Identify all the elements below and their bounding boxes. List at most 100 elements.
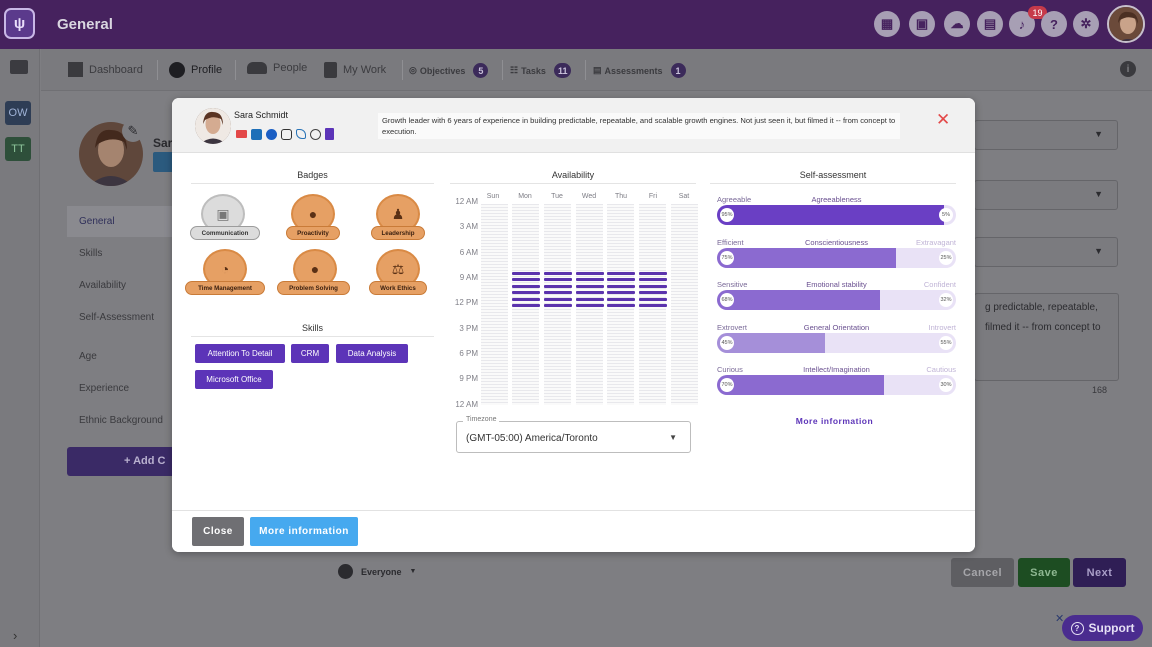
edit-pencil-icon[interactable]: ✎ xyxy=(122,120,144,142)
bg-sidebar-self-assessment[interactable]: Self-Assessment xyxy=(79,312,155,323)
badges-heading: Badges xyxy=(191,170,434,184)
next-button[interactable]: Next xyxy=(1073,558,1126,587)
chat-icon[interactable]: ▤ xyxy=(977,11,1003,37)
cloud-icon[interactable]: ☁ xyxy=(944,11,970,37)
badge-communication[interactable]: ▣ Communication xyxy=(190,194,260,246)
availability-column-sun[interactable] xyxy=(481,204,508,405)
close-icon[interactable]: ✕ xyxy=(936,110,951,129)
dismiss-support-icon[interactable]: ✕ xyxy=(1055,613,1065,625)
visibility-label: Everyone xyxy=(361,566,402,577)
cancel-button[interactable]: Cancel xyxy=(951,558,1014,587)
nav-dashboard-label: Dashboard xyxy=(89,63,143,76)
availability-slot xyxy=(639,297,667,301)
assessments-count: 1 xyxy=(670,63,686,78)
bg-select-1[interactable]: ▼ xyxy=(974,120,1118,150)
nav-objectives[interactable]: ◎ Objectives 5 xyxy=(409,63,489,78)
more-information-button[interactable]: More information xyxy=(250,517,358,546)
trait-name: Emotional stability xyxy=(806,280,867,289)
facebook-icon[interactable] xyxy=(266,128,277,140)
badge-problem-solving[interactable]: ● Problem Solving xyxy=(277,249,350,301)
more-information-link[interactable]: More information xyxy=(795,416,874,426)
workspace-tt[interactable]: TT xyxy=(5,137,31,161)
bg-sidebar-general[interactable]: General xyxy=(79,216,115,227)
skills-heading: Skills xyxy=(191,323,434,337)
dashboard-icon[interactable]: ▦ xyxy=(874,11,900,37)
gear-icon[interactable]: ✲ xyxy=(1073,11,1099,37)
availability-slot xyxy=(544,304,572,307)
nav-divider xyxy=(402,60,403,80)
day-label: Thu xyxy=(614,193,628,200)
bg-sidebar-availability[interactable]: Availability xyxy=(79,280,127,291)
app-logo[interactable]: ψ xyxy=(4,8,35,39)
trait-right-percent: 25% xyxy=(939,250,953,265)
nav-mywork[interactable]: My Work xyxy=(324,62,386,78)
close-button[interactable]: Close xyxy=(192,517,244,546)
availability-slot xyxy=(512,297,540,301)
badge-label: Time Management xyxy=(185,281,265,295)
availability-slot xyxy=(512,284,540,288)
bg-label-ethnic: Ethnic Background xyxy=(79,415,163,426)
trait-left-percent: 68% xyxy=(720,293,734,307)
badge-work-ethics[interactable]: ⚖ Work Ethics xyxy=(365,249,427,301)
nav-tasks[interactable]: ☷ Tasks 11 xyxy=(510,63,572,78)
trait-left-label: Extrovert xyxy=(717,322,748,332)
bg-select-3[interactable]: ▼ xyxy=(974,237,1118,267)
briefcase-icon[interactable] xyxy=(10,60,28,74)
user-avatar[interactable] xyxy=(1107,5,1145,43)
trait-left-label: Agreeable xyxy=(717,195,752,204)
timezone-select[interactable]: Timezone (GMT-05:00) America/Toronto ▼ xyxy=(456,416,691,453)
workspace-ow[interactable]: OW xyxy=(5,101,31,125)
badge-proactivity[interactable]: ● Proactivity xyxy=(277,194,340,246)
availability-column-sat[interactable] xyxy=(671,204,698,405)
visibility-selector[interactable]: Everyone ▼ xyxy=(338,564,416,579)
trait-bar-fill xyxy=(717,332,825,353)
bg-select-2[interactable]: ▼ xyxy=(974,180,1118,210)
grid-icon xyxy=(68,62,83,77)
people-icon xyxy=(247,62,267,74)
calendar-icon[interactable]: ▣ xyxy=(909,11,935,37)
badge-time-management[interactable]: ◔ Time Management xyxy=(185,249,265,301)
nav-objectives-label: Objectives xyxy=(419,65,466,76)
availability-heading: Availability xyxy=(450,170,696,184)
modal-avatar xyxy=(195,108,231,144)
trait-name: Agreeableness xyxy=(811,195,862,204)
globe-icon[interactable] xyxy=(310,128,321,140)
nav-dashboard[interactable]: Dashboard xyxy=(68,62,143,77)
save-button[interactable]: Save xyxy=(1018,558,1070,587)
nav-profile[interactable]: Profile xyxy=(169,62,222,78)
nav-people[interactable]: People xyxy=(247,62,307,74)
badge-leadership[interactable]: ♟ Leadership xyxy=(365,194,425,246)
availability-slot xyxy=(544,297,572,301)
instagram-icon[interactable] xyxy=(281,128,292,140)
page-title: General xyxy=(57,16,113,33)
trait-bar: 95% 5% xyxy=(717,205,956,225)
profile-action-button[interactable] xyxy=(153,152,175,172)
nav-assessments[interactable]: ▤ Assessments 1 xyxy=(593,63,686,78)
trait-right-percent: 30% xyxy=(939,378,953,392)
add-button[interactable]: + Add C xyxy=(67,447,175,476)
trait-right-label: Extravagant xyxy=(915,237,956,247)
phone-icon[interactable] xyxy=(296,129,306,139)
support-button[interactable]: ? Support xyxy=(1062,615,1143,641)
chevron-right-icon[interactable]: › xyxy=(13,628,18,643)
availability-slot xyxy=(544,272,572,275)
nav-mywork-label: My Work xyxy=(343,64,387,76)
bg-bio-textarea[interactable]: g predictable, repeatable, filmed it -- … xyxy=(974,293,1119,381)
day-label: Tue xyxy=(551,193,563,200)
bg-sidebar-skills[interactable]: Skills xyxy=(79,248,103,259)
email-icon[interactable] xyxy=(236,130,247,138)
availability-slot xyxy=(512,291,540,295)
trait-right-label: Confident xyxy=(923,280,956,289)
help-circle-icon: ? xyxy=(1070,621,1084,635)
linkedin-icon[interactable] xyxy=(251,128,262,140)
nav-divider xyxy=(585,60,586,80)
document-icon[interactable] xyxy=(325,128,334,140)
list-icon: ▤ xyxy=(593,65,602,75)
info-icon[interactable]: i xyxy=(1120,61,1136,77)
skill-chip: Microsoft Office xyxy=(195,370,273,389)
help-icon[interactable]: ? xyxy=(1041,11,1067,37)
trait-bar-fill xyxy=(717,247,897,268)
availability-slot xyxy=(639,284,667,288)
availability-slot xyxy=(607,297,635,301)
nav-bar xyxy=(41,49,1152,91)
